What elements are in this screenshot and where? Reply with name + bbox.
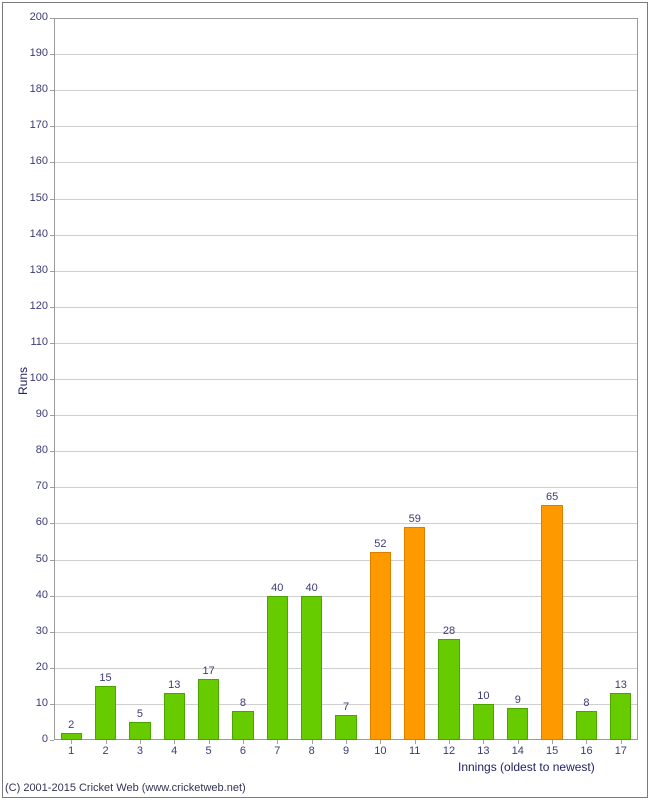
- bar: [267, 596, 288, 740]
- bar-value-label: 10: [467, 690, 499, 702]
- xtick-mark: [346, 740, 347, 744]
- xtick-label: 1: [59, 745, 83, 757]
- bar-value-label: 59: [399, 513, 431, 525]
- xtick-label: 13: [471, 745, 495, 757]
- ytick-label: 180: [18, 83, 48, 95]
- x-axis-label: Innings (oldest to newest): [458, 760, 595, 774]
- bar-value-label: 9: [502, 694, 534, 706]
- xtick-mark: [277, 740, 278, 744]
- bar: [95, 686, 116, 740]
- bar: [301, 596, 322, 740]
- ytick-label: 10: [18, 697, 48, 709]
- xtick-mark: [586, 740, 587, 744]
- bar: [232, 711, 253, 740]
- xtick-mark: [243, 740, 244, 744]
- bar: [370, 552, 391, 740]
- xtick-mark: [621, 740, 622, 744]
- bar-value-label: 7: [330, 701, 362, 713]
- bar: [164, 693, 185, 740]
- ytick-label: 140: [18, 228, 48, 240]
- xtick-label: 9: [334, 745, 358, 757]
- xtick-mark: [312, 740, 313, 744]
- bar: [438, 639, 459, 740]
- xtick-mark: [483, 740, 484, 744]
- ytick-label: 0: [18, 733, 48, 745]
- xtick-label: 5: [197, 745, 221, 757]
- xtick-label: 3: [128, 745, 152, 757]
- bar-value-label: 40: [296, 582, 328, 594]
- xtick-label: 16: [574, 745, 598, 757]
- xtick-label: 15: [540, 745, 564, 757]
- bar-value-label: 8: [570, 697, 602, 709]
- ytick-label: 110: [18, 336, 48, 348]
- bar: [507, 708, 528, 740]
- copyright-text: (C) 2001-2015 Cricket Web (www.cricketwe…: [5, 782, 246, 794]
- xtick-mark: [140, 740, 141, 744]
- xtick-label: 17: [609, 745, 633, 757]
- xtick-label: 7: [265, 745, 289, 757]
- ytick-label: 190: [18, 47, 48, 59]
- bar: [198, 679, 219, 740]
- bar-value-label: 13: [605, 679, 637, 691]
- bar-value-label: 13: [158, 679, 190, 691]
- xtick-mark: [209, 740, 210, 744]
- xtick-label: 10: [368, 745, 392, 757]
- bar: [129, 722, 150, 740]
- bar-value-label: 15: [90, 672, 122, 684]
- bar-value-label: 5: [124, 708, 156, 720]
- ytick-label: 90: [18, 408, 48, 420]
- xtick-label: 8: [300, 745, 324, 757]
- bar: [61, 733, 82, 740]
- xtick-label: 6: [231, 745, 255, 757]
- ytick-label: 160: [18, 155, 48, 167]
- xtick-label: 4: [162, 745, 186, 757]
- ytick-label: 120: [18, 300, 48, 312]
- bar-value-label: 52: [364, 538, 396, 550]
- xtick-mark: [106, 740, 107, 744]
- ytick-label: 50: [18, 553, 48, 565]
- ytick-label: 170: [18, 119, 48, 131]
- bar: [610, 693, 631, 740]
- ytick-label: 80: [18, 444, 48, 456]
- xtick-label: 12: [437, 745, 461, 757]
- bar-value-label: 65: [536, 491, 568, 503]
- y-axis-label: Runs: [16, 367, 30, 395]
- ytick-label: 40: [18, 589, 48, 601]
- ytick-label: 20: [18, 661, 48, 673]
- bar: [541, 505, 562, 740]
- bar-value-label: 40: [261, 582, 293, 594]
- xtick-label: 11: [403, 745, 427, 757]
- xtick-mark: [518, 740, 519, 744]
- bar: [335, 715, 356, 740]
- bar-value-label: 2: [55, 719, 87, 731]
- ytick-mark: [50, 740, 54, 741]
- ytick-label: 130: [18, 264, 48, 276]
- xtick-mark: [449, 740, 450, 744]
- bar: [473, 704, 494, 740]
- xtick-mark: [552, 740, 553, 744]
- bar: [576, 711, 597, 740]
- bar-value-label: 8: [227, 697, 259, 709]
- ytick-label: 150: [18, 192, 48, 204]
- xtick-label: 2: [94, 745, 118, 757]
- bar-value-label: 28: [433, 625, 465, 637]
- xtick-mark: [71, 740, 72, 744]
- xtick-mark: [174, 740, 175, 744]
- bar-value-label: 17: [193, 665, 225, 677]
- xtick-mark: [415, 740, 416, 744]
- xtick-mark: [380, 740, 381, 744]
- bar: [404, 527, 425, 740]
- ytick-label: 70: [18, 480, 48, 492]
- ytick-label: 30: [18, 625, 48, 637]
- ytick-label: 200: [18, 11, 48, 23]
- ytick-label: 60: [18, 516, 48, 528]
- xtick-label: 14: [506, 745, 530, 757]
